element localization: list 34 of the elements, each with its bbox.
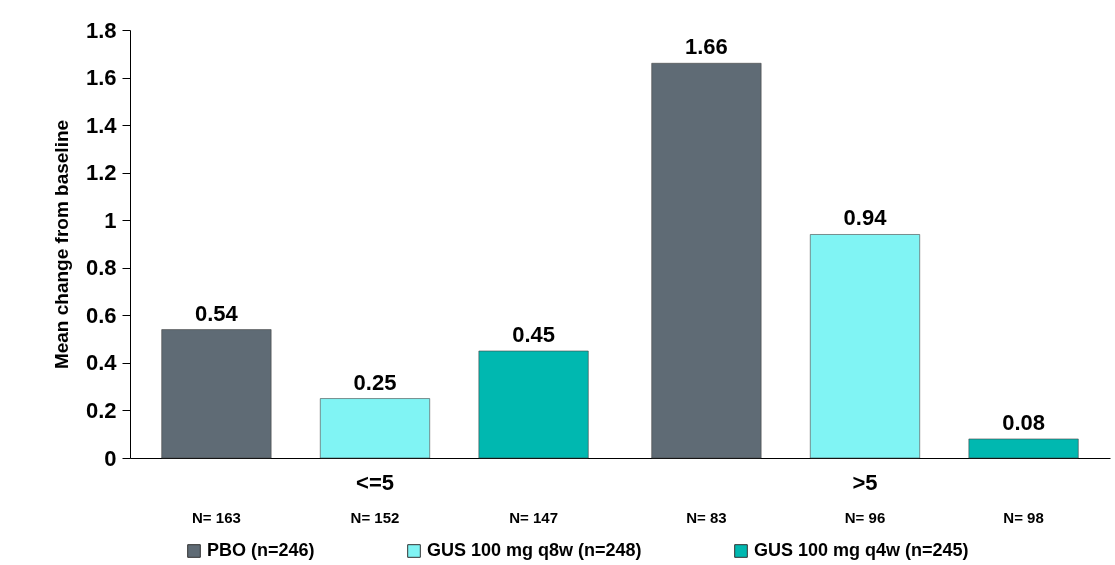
bar (651, 62, 762, 459)
text: N= 147 (509, 509, 558, 526)
y-tick-label: 0.2 (85, 397, 117, 423)
bar (809, 234, 921, 459)
data-label: 0.94 (843, 205, 888, 231)
text: N= 96 (844, 509, 886, 526)
y-tick-label: 1 (104, 207, 117, 233)
data-label: 0.45 (512, 322, 555, 347)
bar (161, 329, 272, 459)
text: N= 83 (686, 509, 727, 526)
bar (319, 398, 431, 459)
data-label: 0.08 (1002, 409, 1045, 435)
y-tick-label: 0.6 (85, 302, 117, 328)
legend-label: GUS 100 mg q8w (n=248) (427, 540, 642, 560)
x-tick-label: >5 (852, 469, 878, 495)
legend-label: GUS 100 mg q4w (n=245) (754, 540, 969, 560)
y-axis-title: Mean change from baseline (50, 119, 72, 370)
y-tick-label: 1.8 (85, 17, 117, 43)
data-label: 0.54 (195, 300, 239, 326)
bar (478, 350, 589, 459)
y-tick-label: 1.6 (85, 65, 117, 91)
y-tick-label: 1.2 (85, 160, 117, 186)
text: N= 152 (350, 509, 400, 526)
bar (968, 438, 1079, 459)
y-tick-label: 0 (104, 445, 117, 471)
text: N= 98 (1003, 509, 1044, 526)
data-label: 0.25 (353, 369, 397, 395)
text: N= 163 (192, 509, 241, 526)
x-tick-label: <=5 (356, 469, 394, 495)
legend-label: PBO (n=246) (207, 540, 315, 560)
y-tick-label: 1.4 (85, 112, 118, 138)
data-label: 1.66 (685, 34, 728, 60)
y-tick-label: 0.8 (85, 255, 117, 281)
y-tick-label: 0.4 (85, 350, 118, 376)
